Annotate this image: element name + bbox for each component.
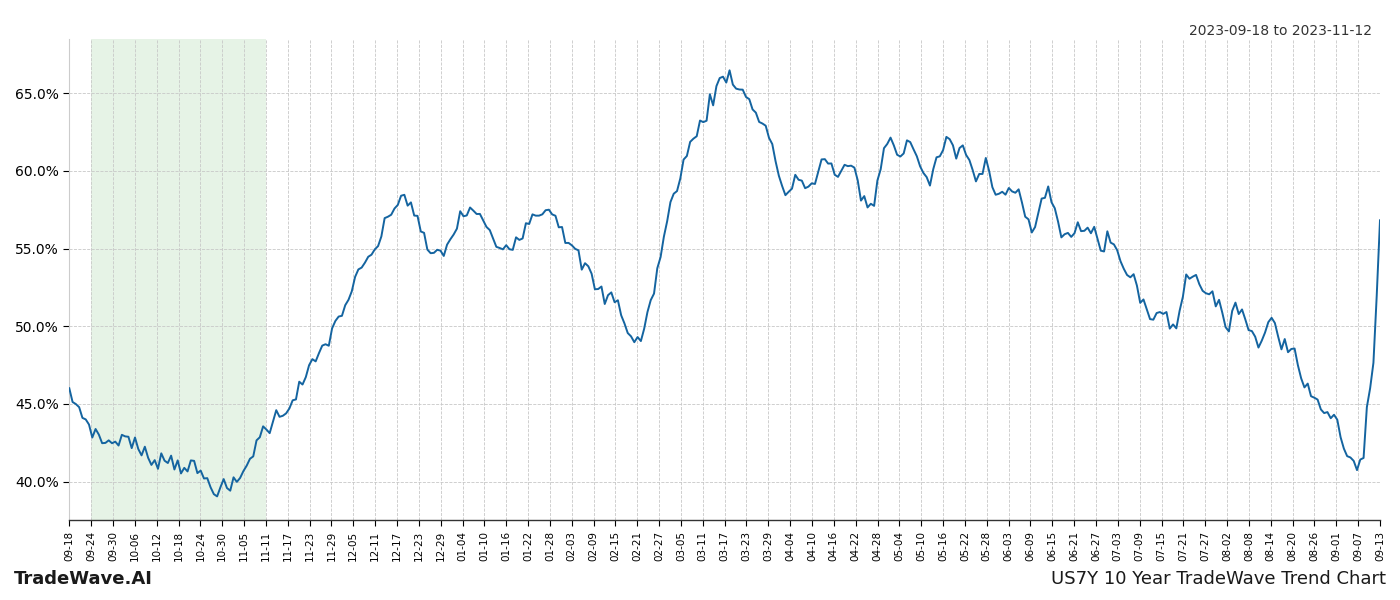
Bar — [91, 39, 266, 520]
Text: US7Y 10 Year TradeWave Trend Chart: US7Y 10 Year TradeWave Trend Chart — [1051, 570, 1386, 588]
Text: 2023-09-18 to 2023-11-12: 2023-09-18 to 2023-11-12 — [1189, 24, 1372, 38]
Text: TradeWave.AI: TradeWave.AI — [14, 570, 153, 588]
